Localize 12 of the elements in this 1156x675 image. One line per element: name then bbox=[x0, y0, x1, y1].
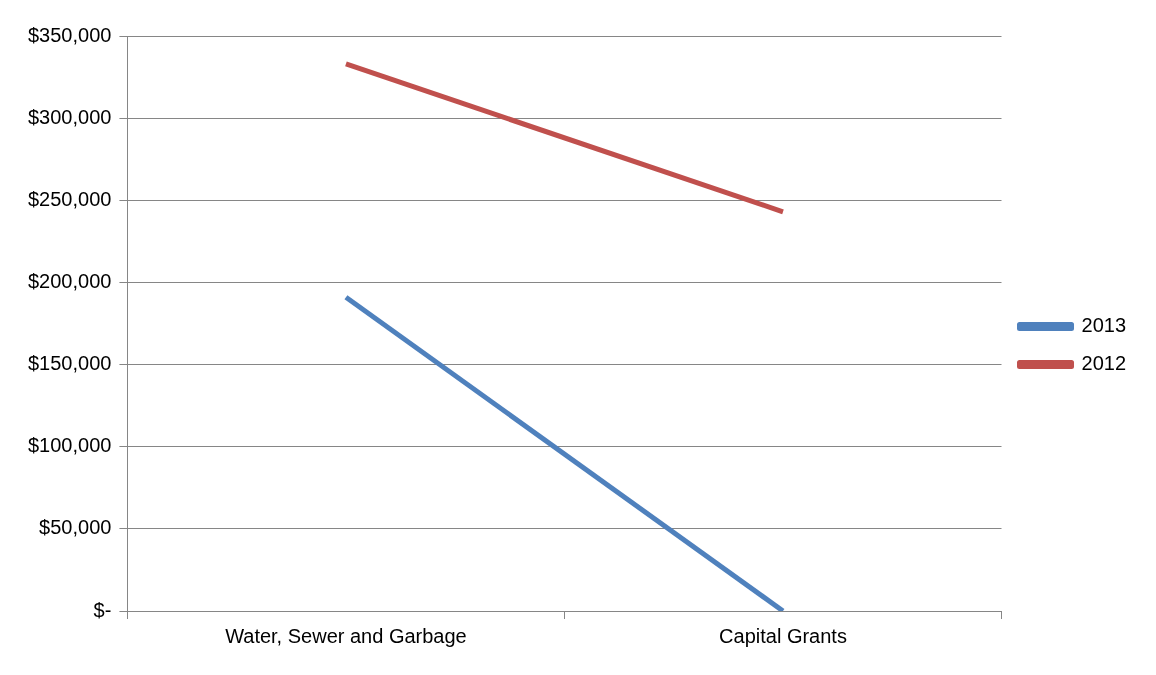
y-tick-label: $200,000 bbox=[28, 269, 112, 292]
y-tick-label: $250,000 bbox=[28, 187, 112, 210]
legend-label: 2013 bbox=[1081, 314, 1127, 337]
x-tick-label: Capital Grants bbox=[719, 624, 847, 647]
y-tick-label: $100,000 bbox=[28, 434, 112, 457]
y-tick-label: $300,000 bbox=[28, 105, 112, 128]
legend-label: 2012 bbox=[1081, 352, 1127, 375]
y-tick-label: $- bbox=[93, 598, 112, 621]
y-tick-label: $150,000 bbox=[28, 352, 112, 375]
y-tick-label: $50,000 bbox=[39, 516, 112, 539]
x-tick-label: Water, Sewer and Garbage bbox=[225, 624, 467, 647]
y-tick-label: $350,000 bbox=[28, 23, 112, 46]
